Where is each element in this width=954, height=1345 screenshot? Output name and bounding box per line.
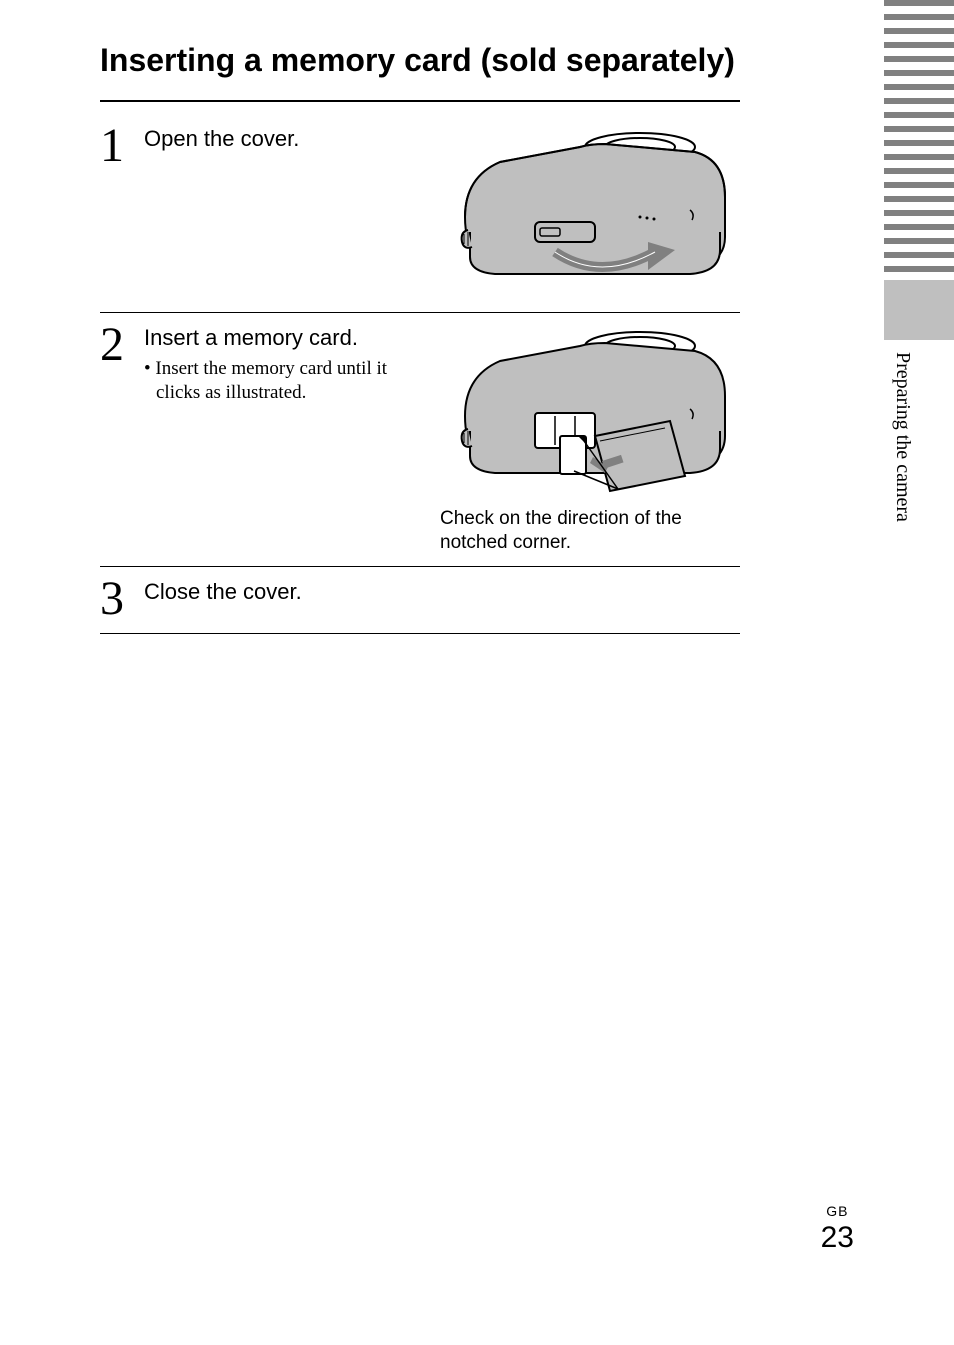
step-2: 2 Insert a memory card. Insert the memor… (100, 313, 740, 567)
page-region: GB (821, 1203, 854, 1219)
step-1: 1 Open the cover. (100, 114, 740, 313)
step-3-left: 3 Close the cover. (100, 575, 740, 623)
step-2-bullet-0: Insert the memory card until it clicks a… (144, 357, 428, 406)
side-tab-stripes (884, 0, 954, 280)
title-rule (100, 100, 740, 102)
step-2-bullets: Insert the memory card until it clicks a… (144, 357, 428, 406)
page-number: 23 (821, 1221, 854, 1255)
step-2-text: Insert a memory card. Insert the memory … (144, 321, 440, 406)
step-3-heading: Close the cover. (144, 579, 728, 605)
step-2-figure: Check on the direction of the notched co… (440, 321, 740, 556)
step-2-caption: Check on the direction of the notched co… (440, 507, 740, 556)
step-1-left: 1 Open the cover. (100, 122, 440, 170)
camera-insert-card-illustration (440, 321, 740, 501)
side-tab-label: Preparing the camera (891, 352, 914, 522)
step-3-number: 3 (100, 575, 144, 623)
step-3: 3 Close the cover. (100, 567, 740, 634)
page-footer: GB 23 (821, 1203, 854, 1255)
step-1-text: Open the cover. (144, 122, 440, 158)
step-2-number: 2 (100, 321, 144, 369)
side-tab: Preparing the camera (874, 0, 954, 580)
step-1-heading: Open the cover. (144, 126, 428, 152)
camera-open-cover-illustration (440, 122, 740, 302)
memory-card-icon (560, 436, 586, 474)
step-2-left: 2 Insert a memory card. Insert the memor… (100, 321, 440, 406)
page-title: Inserting a memory card (sold separately… (100, 40, 740, 82)
step-1-figure (440, 122, 740, 302)
page-content: Inserting a memory card (sold separately… (0, 0, 840, 674)
step-2-heading: Insert a memory card. (144, 325, 428, 351)
step-1-number: 1 (100, 122, 144, 170)
step-3-text: Close the cover. (144, 575, 740, 611)
side-tab-label-wrap: Preparing the camera (874, 340, 954, 580)
side-tab-solid (884, 280, 954, 340)
